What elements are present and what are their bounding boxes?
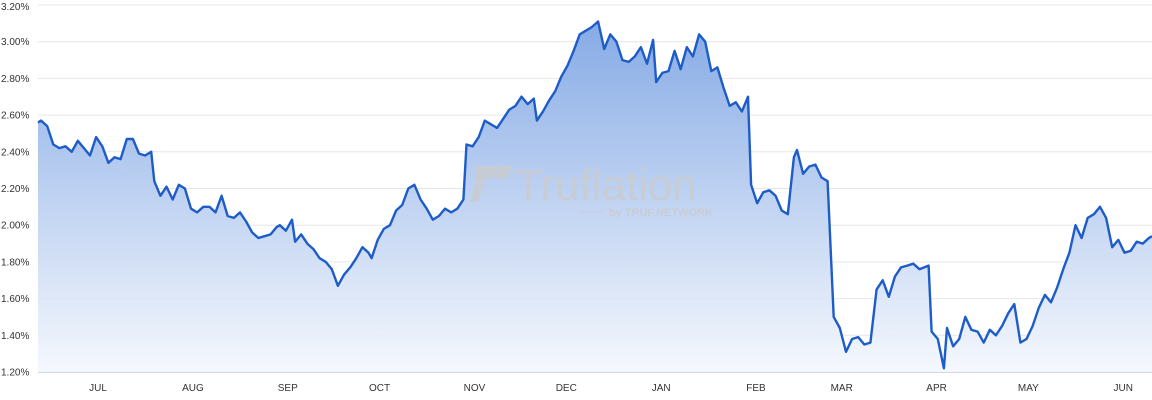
x-tick-label: JUL xyxy=(89,383,107,394)
truflation-logo-icon xyxy=(470,166,512,202)
x-tick-label: MAR xyxy=(831,383,853,394)
series-area-fill xyxy=(38,21,1152,372)
y-tick-label: 3.20% xyxy=(1,2,29,13)
y-axis: 1.20% 1.40% 1.60% 1.80% 2.00% 2.20% 2.40% 2.60%… xyxy=(1,2,29,379)
x-tick-label: FEB xyxy=(746,383,766,394)
watermark-brand: Truflation xyxy=(515,161,697,210)
x-axis: JUL AUG SEP OCT NOV DEC JAN FEB MAR APR MAY JUN xyxy=(38,372,1152,394)
y-tick-label: 3.00% xyxy=(1,37,29,48)
watermark: Truflation by TRUF.NETWORK xyxy=(470,161,713,219)
y-tick-label: 1.80% xyxy=(1,257,29,268)
x-tick-label: OCT xyxy=(369,383,390,394)
x-tick-label: SEP xyxy=(278,383,298,394)
watermark-tagline: by TRUF.NETWORK xyxy=(609,207,713,219)
y-tick-label: 2.20% xyxy=(1,184,29,195)
y-tick-label: 2.40% xyxy=(1,147,29,158)
series-area xyxy=(38,21,1152,372)
y-tick-label: 2.60% xyxy=(1,111,29,122)
x-tick-label: MAY xyxy=(1018,383,1039,394)
y-tick-label: 1.20% xyxy=(1,368,29,379)
x-tick-label: DEC xyxy=(556,383,577,394)
series-line-group xyxy=(37,20,1152,370)
y-tick-label: 2.00% xyxy=(1,221,29,232)
y-tick-label: 1.40% xyxy=(1,331,29,342)
x-tick-label: AUG xyxy=(182,383,204,394)
x-tick-label: JUN xyxy=(1114,383,1133,394)
x-tick-label: JAN xyxy=(652,383,671,394)
x-tick-label: NOV xyxy=(464,383,486,394)
y-tick-label: 1.60% xyxy=(1,294,29,305)
x-tick-label: APR xyxy=(926,383,947,394)
y-tick-label: 2.80% xyxy=(1,74,29,85)
series-line xyxy=(37,20,1152,370)
